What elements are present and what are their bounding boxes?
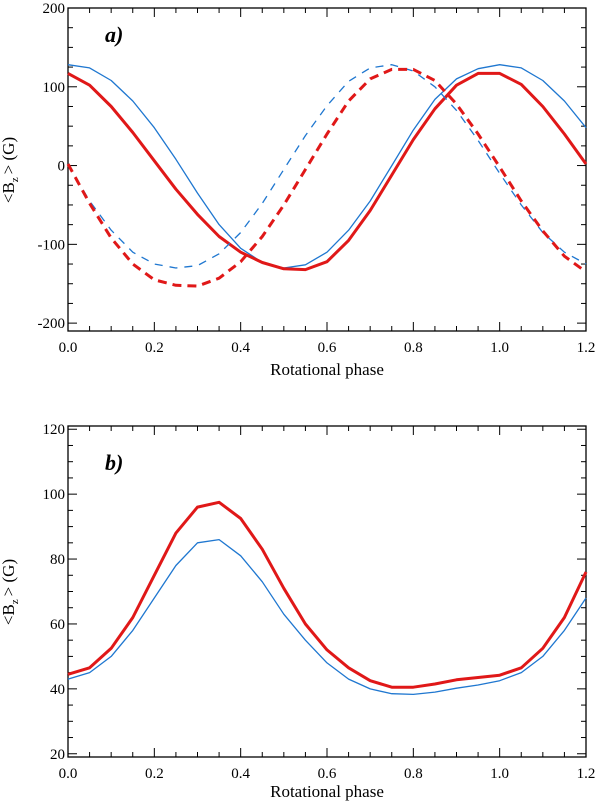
panel-b-x-tick-label: 0.4 <box>231 766 250 782</box>
panel-b-y-axis-title-suffix: > (G) <box>0 559 18 596</box>
panel-b-y-axis-title: <Bz > (G) <box>0 559 21 625</box>
panel-a-y-axis-title-prefix: <B <box>0 182 18 203</box>
panel-b: 0.0 0.2 0.4 0.6 0.8 1.0 1.2 20 40 60 80 100 120 b) R… <box>0 422 595 801</box>
panel-a-x-tick-label: 0.2 <box>145 340 164 356</box>
panel-b-label: b) <box>105 450 123 475</box>
panel-b-x-tick-label: 0.0 <box>59 766 78 782</box>
panel-a-y-axis-title: <Bz > (G) <box>0 137 21 203</box>
panel-a-series-red-solid <box>67 71 588 272</box>
panel-a-x-tick-label: 1.0 <box>490 340 509 356</box>
panel-b-x-tick-label: 0.2 <box>145 766 164 782</box>
panel-a-y-tick-label: 0 <box>58 159 66 175</box>
panel-a-y-tick-label: 100 <box>43 80 66 96</box>
panel-a-y-tick-label: -100 <box>38 237 66 253</box>
panel-a-series-blue-dashed <box>67 64 587 269</box>
panel-b-x-axis-title: Rotational phase <box>270 782 384 801</box>
panel-b-x-tick-label: 1.2 <box>577 766 596 782</box>
panel-a-plot-frame <box>67 7 587 332</box>
panel-a-label: a) <box>105 22 123 47</box>
panel-a-y-axis-title-subscript: z <box>9 177 21 182</box>
panel-b-series-blue-solid <box>67 538 587 696</box>
panel-b-y-axis-title-subscript: z <box>9 599 21 604</box>
panel-b-y-tick-label: 60 <box>50 617 65 633</box>
panel-a-series-blue-solid <box>67 64 587 269</box>
panel-b-series-red-solid <box>67 500 588 689</box>
panel-a-y-tick-label: 200 <box>43 1 66 17</box>
panel-a-x-tick-label: 1.2 <box>577 340 596 356</box>
panel-a-x-tick-label: 0.6 <box>318 340 337 356</box>
panel-b-y-tick-label: 120 <box>43 422 66 438</box>
panel-b-x-tick-label: 0.6 <box>318 766 337 782</box>
panel-a-x-tick-label: 0.8 <box>404 340 423 356</box>
panel-b-x-tick-label: 0.8 <box>404 766 423 782</box>
panel-b-y-tick-label: 100 <box>43 487 66 503</box>
panel-a-x-tick-label: 0.0 <box>59 340 78 356</box>
panel-b-y-tick-label: 40 <box>50 682 65 698</box>
panel-a-x-tick-label: 0.4 <box>231 340 250 356</box>
panel-b-y-tick-label: 80 <box>50 552 65 568</box>
panel-a-series-red-dashed <box>66 67 587 288</box>
panel-a-y-tick-label: -200 <box>38 316 66 332</box>
panel-b-y-axis-title-prefix: <B <box>0 604 18 625</box>
panel-b-x-tick-label: 1.0 <box>490 766 509 782</box>
panel-a-x-axis-title: Rotational phase <box>270 360 384 379</box>
panel-a-y-axis-title-suffix: > (G) <box>0 137 18 174</box>
panel-b-y-tick-label: 20 <box>50 747 65 763</box>
